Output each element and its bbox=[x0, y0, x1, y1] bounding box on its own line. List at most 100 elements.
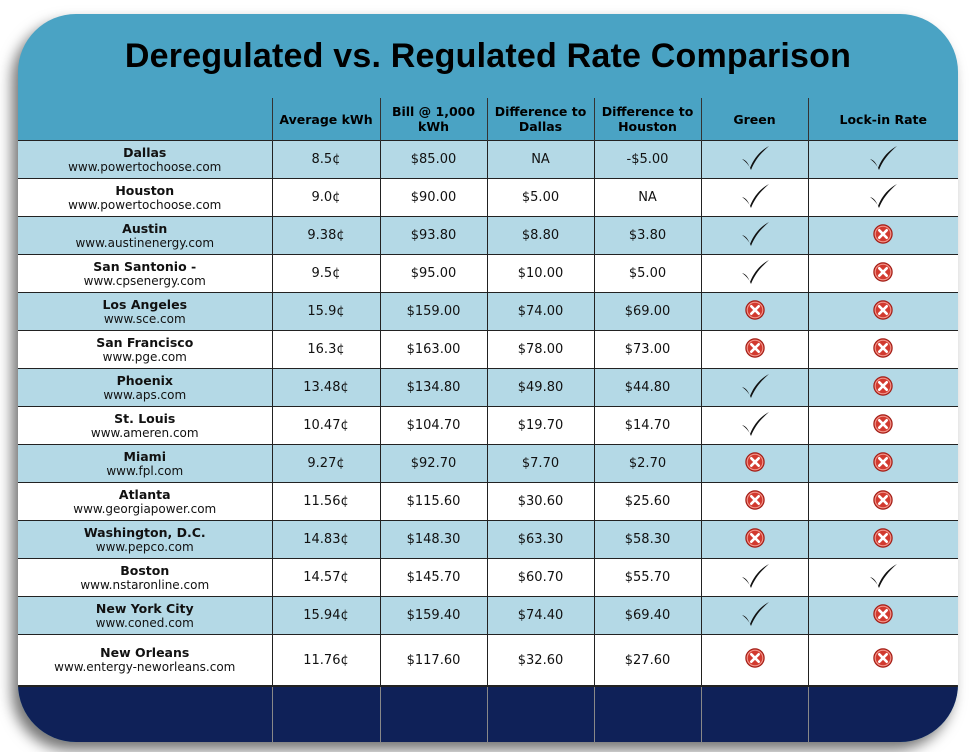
difference-dallas-cell: $19.70 bbox=[486, 406, 594, 445]
x-icon bbox=[744, 489, 765, 510]
x-icon bbox=[744, 451, 765, 472]
footer-cell bbox=[18, 685, 272, 742]
x-icon bbox=[744, 299, 765, 320]
check-icon bbox=[740, 373, 770, 399]
utility-url: www.fpl.com bbox=[106, 463, 184, 478]
city-cell: Los Angeles www.sce.com bbox=[18, 292, 272, 331]
green-cell bbox=[700, 520, 808, 559]
bill-cell: $90.00 bbox=[379, 178, 487, 217]
difference-dallas-cell: $32.60 bbox=[486, 634, 594, 686]
difference-dallas-cell: $74.40 bbox=[486, 596, 594, 635]
difference-houston-cell: $44.80 bbox=[593, 368, 701, 407]
green-cell bbox=[700, 216, 808, 255]
city-name: Dallas bbox=[123, 144, 167, 160]
difference-dallas-cell: $78.00 bbox=[486, 330, 594, 369]
utility-url: www.entergy-neworleans.com bbox=[54, 660, 236, 674]
check-icon bbox=[868, 145, 898, 171]
bill-cell: $117.60 bbox=[379, 634, 487, 686]
difference-houston-cell: $5.00 bbox=[593, 254, 701, 293]
utility-url: www.georgiapower.com bbox=[73, 501, 217, 516]
average-kwh-cell: 8.5¢ bbox=[271, 140, 380, 179]
utility-url: www.cpsenergy.com bbox=[83, 273, 206, 288]
difference-dallas-cell: $8.80 bbox=[486, 216, 594, 255]
city-name: Atlanta bbox=[118, 486, 171, 502]
bill-cell: $159.00 bbox=[379, 292, 487, 331]
x-icon bbox=[744, 337, 765, 358]
average-kwh-cell: 9.0¢ bbox=[271, 178, 380, 217]
bill-cell: $134.80 bbox=[379, 368, 487, 407]
check-icon bbox=[740, 601, 770, 627]
table-header-row: Average kWh Bill @ 1,000 kWh Difference … bbox=[18, 98, 958, 141]
page-title: Deregulated vs. Regulated Rate Compariso… bbox=[124, 36, 852, 75]
table-row: Houston www.powertochoose.com 9.0¢ $90.00 $5… bbox=[18, 178, 958, 217]
city-cell: San Santonio - www.cpsenergy.com bbox=[18, 254, 272, 293]
lock-in-rate-cell bbox=[807, 254, 958, 293]
difference-houston-cell: $27.60 bbox=[593, 634, 701, 686]
utility-url: www.ameren.com bbox=[90, 425, 199, 440]
city-name: New Orleans bbox=[100, 645, 190, 660]
table-footer-row bbox=[18, 685, 958, 742]
city-cell: Austin www.austinenergy.com bbox=[18, 216, 272, 255]
difference-dallas-cell: $5.00 bbox=[486, 178, 594, 217]
lock-in-rate-cell bbox=[807, 292, 958, 331]
bill-cell: $95.00 bbox=[379, 254, 487, 293]
bill-cell: $148.30 bbox=[379, 520, 487, 559]
bill-cell: $85.00 bbox=[379, 140, 487, 179]
utility-url: www.aps.com bbox=[103, 387, 187, 402]
footer-cell bbox=[271, 685, 380, 742]
check-icon bbox=[740, 183, 770, 209]
difference-dallas-cell: $7.70 bbox=[486, 444, 594, 483]
utility-url: www.pepco.com bbox=[95, 539, 194, 554]
city-cell: Phoenix www.aps.com bbox=[18, 368, 272, 407]
check-icon bbox=[868, 563, 898, 589]
x-icon bbox=[873, 299, 893, 320]
utility-url: www.powertochoose.com bbox=[68, 159, 222, 174]
bill-cell: $159.40 bbox=[379, 596, 487, 635]
x-icon bbox=[873, 261, 893, 282]
city-name: New York City bbox=[95, 600, 194, 616]
city-name: Houston bbox=[115, 182, 175, 198]
footer-cell bbox=[486, 685, 594, 742]
green-cell bbox=[700, 292, 808, 331]
rate-comparison-table: Average kWh Bill @ 1,000 kWh Difference … bbox=[18, 98, 958, 742]
check-icon bbox=[740, 145, 770, 171]
city-name: Phoenix bbox=[116, 372, 173, 388]
x-icon bbox=[873, 451, 893, 472]
green-cell bbox=[700, 558, 808, 597]
table-row: St. Louis www.ameren.com 10.47¢ $104.70 $19.… bbox=[18, 406, 958, 445]
utility-url: www.nstaronline.com bbox=[80, 577, 210, 592]
average-kwh-cell: 9.27¢ bbox=[271, 444, 380, 483]
city-cell: St. Louis www.ameren.com bbox=[18, 406, 272, 445]
x-icon bbox=[873, 223, 893, 244]
city-name: San Santonio - bbox=[93, 258, 197, 274]
city-cell: Atlanta www.georgiapower.com bbox=[18, 482, 272, 521]
header-difference-houston: Difference to Houston bbox=[593, 98, 701, 141]
difference-houston-cell: -$5.00 bbox=[593, 140, 701, 179]
header-green: Green bbox=[700, 98, 808, 141]
green-cell bbox=[700, 634, 808, 686]
table-row: Austin www.austinenergy.com 9.38¢ $93.80 $8.… bbox=[18, 216, 958, 255]
table-row: Miami www.fpl.com 9.27¢ $92.70 $7.70 $2.70 bbox=[18, 444, 958, 483]
green-cell bbox=[700, 178, 808, 217]
check-icon bbox=[740, 411, 770, 437]
utility-url: www.powertochoose.com bbox=[68, 197, 222, 212]
difference-houston-cell: $3.80 bbox=[593, 216, 701, 255]
city-cell: San Francisco www.pge.com bbox=[18, 330, 272, 369]
table-row: San Santonio - www.cpsenergy.com 9.5¢ $95.0… bbox=[18, 254, 958, 293]
city-name: Boston bbox=[120, 562, 170, 578]
lock-in-rate-cell bbox=[807, 444, 958, 483]
bill-cell: $163.00 bbox=[379, 330, 487, 369]
x-icon bbox=[873, 413, 893, 434]
check-icon bbox=[740, 259, 770, 285]
city-name: Los Angeles bbox=[102, 296, 188, 312]
table-row: Washington, D.C. www.pepco.com 14.83¢ $148.… bbox=[18, 520, 958, 559]
city-cell: New Orleans www.entergy-neworleans.com bbox=[18, 634, 272, 686]
footer-cell bbox=[379, 685, 487, 742]
average-kwh-cell: 14.83¢ bbox=[271, 520, 380, 559]
difference-houston-cell: $69.40 bbox=[593, 596, 701, 635]
difference-houston-cell: $69.00 bbox=[593, 292, 701, 331]
table-row: Dallas www.powertochoose.com 8.5¢ $85.00 NA -… bbox=[18, 140, 958, 179]
average-kwh-cell: 14.57¢ bbox=[271, 558, 380, 597]
lock-in-rate-cell bbox=[807, 140, 958, 179]
green-cell bbox=[700, 444, 808, 483]
